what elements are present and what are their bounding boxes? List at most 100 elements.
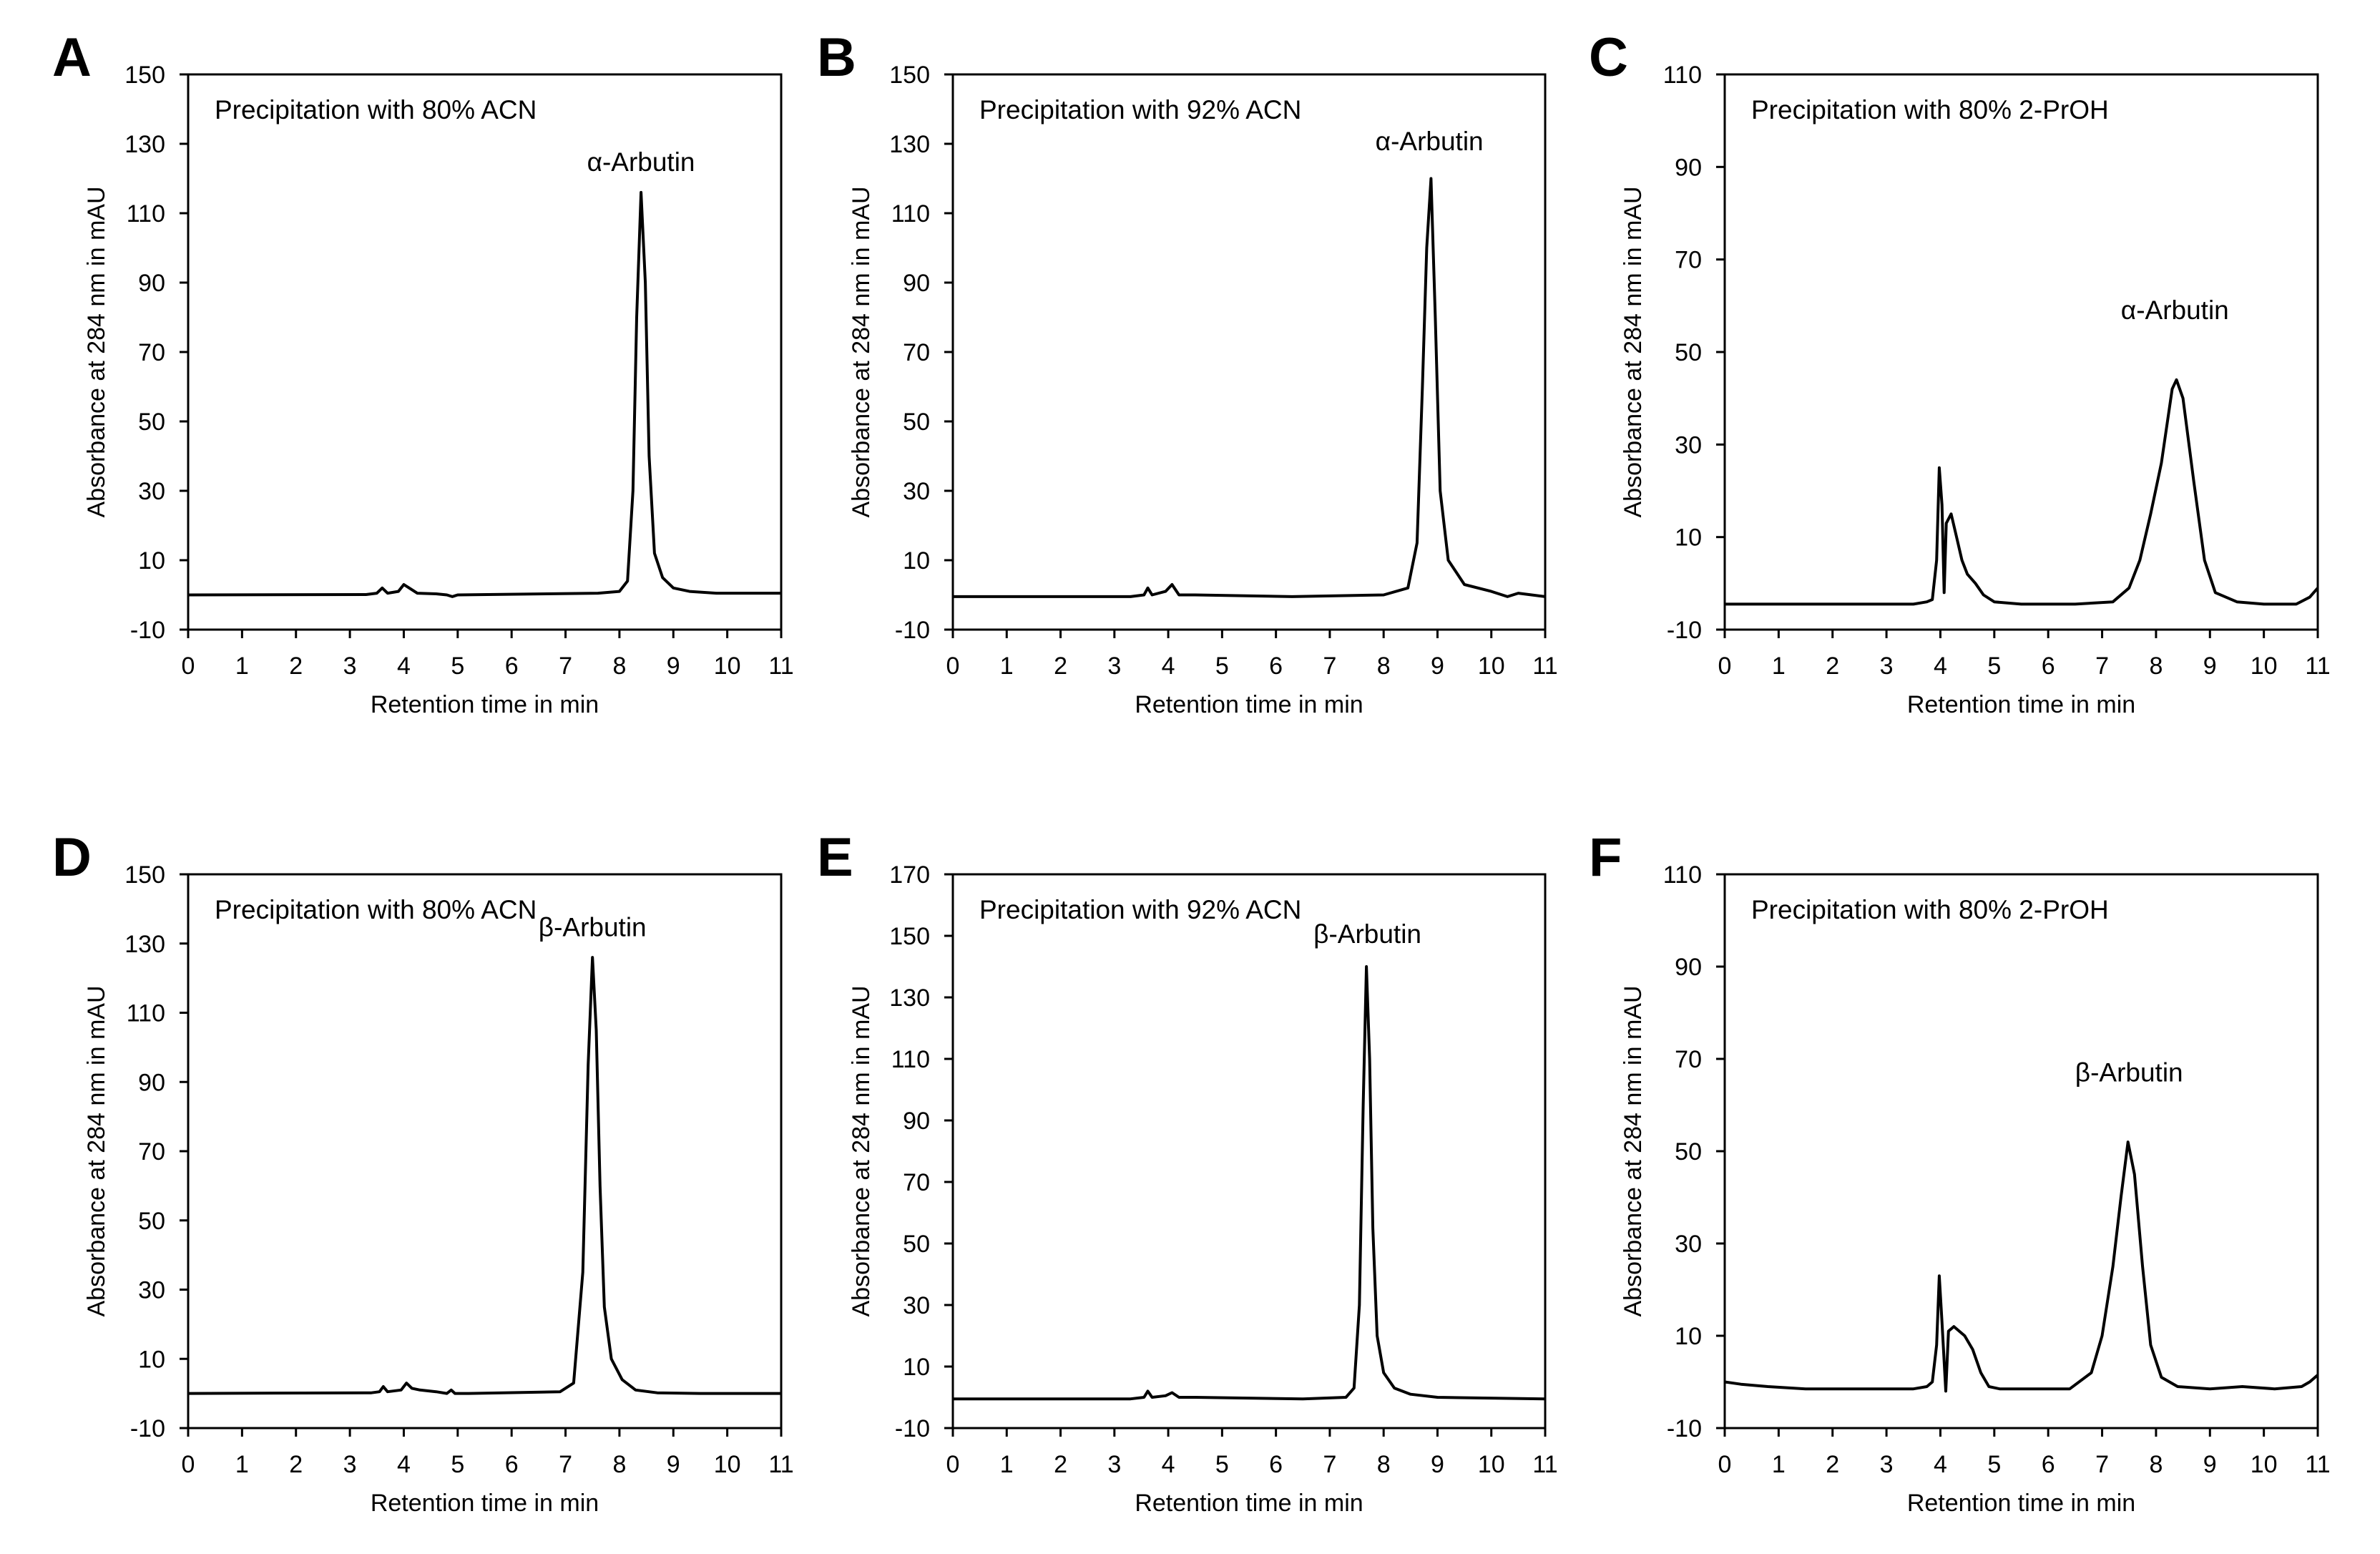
chromatogram-line-f <box>1724 1140 2319 1393</box>
x-tick-label-a: 0 <box>182 653 195 680</box>
x-axis-label-d: Retention time in min <box>371 1490 599 1517</box>
y-tick-label-f: 70 <box>1675 1046 1702 1073</box>
y-tick-label-d: 130 <box>124 931 165 958</box>
x-tick-label-d: 4 <box>397 1451 411 1478</box>
x-tick-label-c: 4 <box>1934 653 1947 680</box>
y-tick-label-a: 150 <box>124 62 165 89</box>
y-tick-label-f: 30 <box>1675 1231 1702 1258</box>
y-tick-label-e: 30 <box>903 1292 930 1319</box>
peak-label-f: β-Arbutin <box>2075 1058 2183 1088</box>
panel-title-c: Precipitation with 80% 2-PrOH <box>1751 95 2109 124</box>
y-tick-label-b: 110 <box>891 200 930 228</box>
chromatogram-line-a <box>187 190 781 598</box>
chromatogram-line-c <box>1725 378 2319 606</box>
x-tick-label-b: 5 <box>1215 653 1229 680</box>
x-tick-label-c: 8 <box>2149 653 2163 680</box>
x-tick-label-e: 9 <box>1431 1451 1444 1478</box>
x-tick-label-d: 2 <box>289 1451 303 1478</box>
y-tick-label-b: 70 <box>903 339 930 366</box>
x-tick-label-a: 1 <box>235 653 249 680</box>
x-tick-label-d: 0 <box>182 1451 195 1478</box>
x-tick-label-b: 11 <box>1532 653 1557 680</box>
x-axis-label-c: Retention time in min <box>1907 691 2135 718</box>
x-tick-label-f: 0 <box>1718 1451 1732 1478</box>
peak-label-e: β-Arbutin <box>1313 919 1421 949</box>
y-tick-label-b: 130 <box>889 131 930 158</box>
y-tick-label-f: -10 <box>1667 1415 1702 1442</box>
panel-letter-c: C <box>1589 27 1628 88</box>
y-tick-label-b: 30 <box>903 478 930 505</box>
y-tick-label-a: 50 <box>138 409 165 436</box>
x-tick-label-f: 4 <box>1934 1451 1947 1478</box>
x-tick-label-d: 11 <box>768 1451 793 1478</box>
y-tick-label-f: 90 <box>1675 954 1702 981</box>
y-tick-label-e: 10 <box>903 1354 930 1381</box>
y-tick-label-f: 10 <box>1675 1323 1702 1350</box>
y-tick-label-e: 170 <box>889 861 930 889</box>
y-tick-label-e: 70 <box>903 1169 930 1196</box>
plot-area-e <box>951 873 1547 1430</box>
x-tick-label-e: 5 <box>1215 1451 1229 1478</box>
x-tick-label-f: 5 <box>1987 1451 2001 1478</box>
x-tick-label-d: 7 <box>559 1451 572 1478</box>
x-tick-label-a: 9 <box>667 653 680 680</box>
y-tick-label-c: 50 <box>1675 339 1702 366</box>
x-tick-label-b: 1 <box>1000 653 1014 680</box>
panel-title-e: Precipitation with 92% ACN <box>979 895 1301 924</box>
peak-label-d: β-Arbutin <box>539 912 647 942</box>
x-tick-label-b: 0 <box>946 653 960 680</box>
x-tick-label-a: 11 <box>768 653 793 680</box>
x-tick-label-f: 11 <box>2305 1451 2330 1478</box>
y-tick-label-d: 110 <box>127 1000 165 1027</box>
x-tick-label-b: 3 <box>1107 653 1121 680</box>
x-tick-label-e: 8 <box>1377 1451 1391 1478</box>
x-tick-label-a: 6 <box>505 653 519 680</box>
x-tick-label-e: 6 <box>1269 1451 1283 1478</box>
peak-label-b: α-Arbutin <box>1376 127 1484 156</box>
y-tick-label-d: 90 <box>138 1069 165 1096</box>
x-tick-label-e: 10 <box>1478 1451 1505 1478</box>
y-tick-label-d: 150 <box>124 861 165 889</box>
x-tick-label-c: 3 <box>1880 653 1894 680</box>
x-tick-label-f: 7 <box>2095 1451 2109 1478</box>
panel-title-f: Precipitation with 80% 2-PrOH <box>1751 895 2109 924</box>
y-tick-label-d: -10 <box>130 1415 165 1442</box>
chart-panel-e: E -10 10 30 50 70 90 110 130 150 170 0 1 2 3 4 5 6 7 8 9 10 11… <box>817 827 1558 1517</box>
x-tick-label-f: 10 <box>2251 1451 2278 1478</box>
panel-letter-a: A <box>52 27 92 88</box>
y-tick-label-d: 30 <box>138 1277 165 1304</box>
x-tick-label-b: 8 <box>1377 653 1391 680</box>
x-tick-label-a: 2 <box>289 653 303 680</box>
x-tick-label-d: 1 <box>235 1451 249 1478</box>
x-tick-label-d: 10 <box>714 1451 741 1478</box>
panel-title-b: Precipitation with 92% ACN <box>979 95 1301 124</box>
y-tick-label-a: 130 <box>124 131 165 158</box>
x-tick-label-a: 8 <box>612 653 626 680</box>
chart-panel-a: A -10 10 30 50 70 90 110 130 150 0 1 2 3 4 5 6 7 8 9 10 11 Ret… <box>52 27 794 718</box>
x-tick-label-d: 5 <box>451 1451 464 1478</box>
y-tick-label-a: 30 <box>138 478 165 505</box>
x-tick-label-c: 0 <box>1718 653 1732 680</box>
y-tick-label-d: 70 <box>138 1138 165 1166</box>
y-axis-label-d: Absorbance at 284 nm in mAU <box>83 985 110 1316</box>
panel-letter-d: D <box>52 827 92 888</box>
x-tick-label-c: 10 <box>2251 653 2278 680</box>
y-tick-label-c: 30 <box>1675 431 1702 459</box>
x-tick-label-e: 1 <box>1000 1451 1014 1478</box>
y-tick-label-a: 90 <box>138 270 165 297</box>
x-axis-label-a: Retention time in min <box>371 691 599 718</box>
y-tick-label-b: 150 <box>889 62 930 89</box>
x-tick-label-f: 6 <box>2042 1451 2055 1478</box>
x-tick-label-c: 2 <box>1826 653 1839 680</box>
x-tick-label-e: 7 <box>1323 1451 1336 1478</box>
x-tick-label-a: 5 <box>451 653 464 680</box>
y-tick-label-e: 90 <box>903 1108 930 1135</box>
y-tick-label-a: 70 <box>138 339 165 366</box>
y-axis-label-e: Absorbance at 284 nm in mAU <box>848 985 875 1316</box>
x-tick-label-d: 8 <box>612 1451 626 1478</box>
x-tick-label-e: 11 <box>1532 1451 1557 1478</box>
x-axis-label-f: Retention time in min <box>1907 1490 2135 1517</box>
y-axis-label-c: Absorbance at 284 nm in mAU <box>1620 186 1647 517</box>
x-tick-label-c: 5 <box>1987 653 2001 680</box>
plot-area-f <box>1723 873 2319 1430</box>
